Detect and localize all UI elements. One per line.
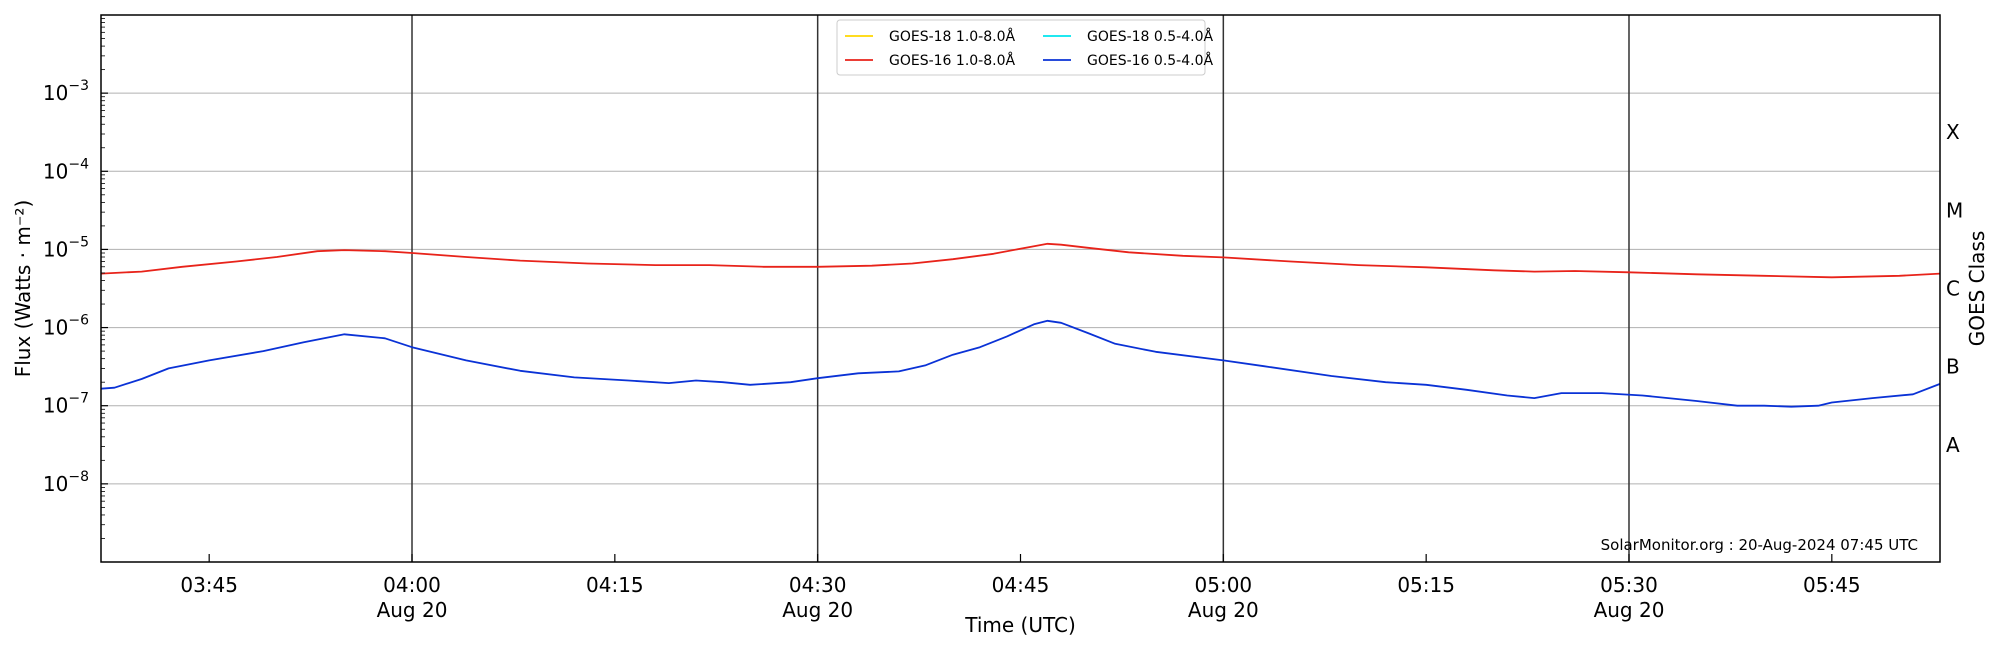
goes-class-label: X <box>1946 120 1960 144</box>
legend-box <box>836 19 1206 76</box>
x-tick-label: 05:15 <box>1397 573 1455 597</box>
legend: GOES-18 1.0-8.0Å GOES-16 1.0-8.0Å GOES-18 … <box>836 19 1213 76</box>
x-tick-date-label: Aug 20 <box>377 598 448 622</box>
goes-class-label: C <box>1946 277 1960 301</box>
x-tick-date-label: Aug 20 <box>782 598 853 622</box>
legend-label: GOES-18 1.0-8.0Å <box>889 28 1015 45</box>
x-tick-label: 04:30 <box>789 573 847 597</box>
y-tick-label: 10−6 <box>43 313 89 340</box>
y-tick-label: 10−5 <box>43 234 89 261</box>
y-tick-label: 10−4 <box>43 156 89 183</box>
goes-class-label: M <box>1946 198 1963 222</box>
tick-layer <box>101 18 1833 562</box>
credit-annotation: SolarMonitor.org : 20-Aug-2024 07:45 UTC <box>1601 536 1918 554</box>
x-tick-label: 03:45 <box>180 573 238 597</box>
x-tick-label: 05:30 <box>1600 573 1658 597</box>
y-axis-title: Flux (Watts · m⁻²) <box>11 200 35 378</box>
goes-class-label: A <box>1946 433 1960 457</box>
goes-class-axis-title: GOES Class <box>1965 231 1989 347</box>
x-tick-label: 05:45 <box>1803 573 1861 597</box>
vertical-lines-layer <box>411 15 1630 562</box>
x-tick-date-label: Aug 20 <box>1594 598 1665 622</box>
series-layer <box>100 242 1941 408</box>
x-tick-label: 05:00 <box>1195 573 1253 597</box>
legend-label: GOES-18 0.5-4.0Å <box>1087 28 1213 45</box>
goes-class-label: B <box>1946 355 1960 379</box>
x-tick-label: 04:00 <box>383 573 441 597</box>
y-tick-label: 10−3 <box>43 78 89 105</box>
plot-frame <box>100 14 1941 563</box>
x-tick-label: 04:45 <box>992 573 1050 597</box>
x-tick-label: 04:15 <box>586 573 644 597</box>
x-tick-date-label: Aug 20 <box>1188 598 1259 622</box>
grid-layer <box>101 92 1940 485</box>
x-axis-title: Time (UTC) <box>964 613 1076 637</box>
legend-label: GOES-16 1.0-8.0Å <box>889 52 1015 69</box>
y-tick-label: 10−8 <box>43 469 89 496</box>
series-line-3 <box>100 319 1941 408</box>
series-line-1 <box>100 242 1941 279</box>
legend-label: GOES-16 0.5-4.0Å <box>1087 52 1213 69</box>
y-tick-label: 10−7 <box>43 391 89 418</box>
